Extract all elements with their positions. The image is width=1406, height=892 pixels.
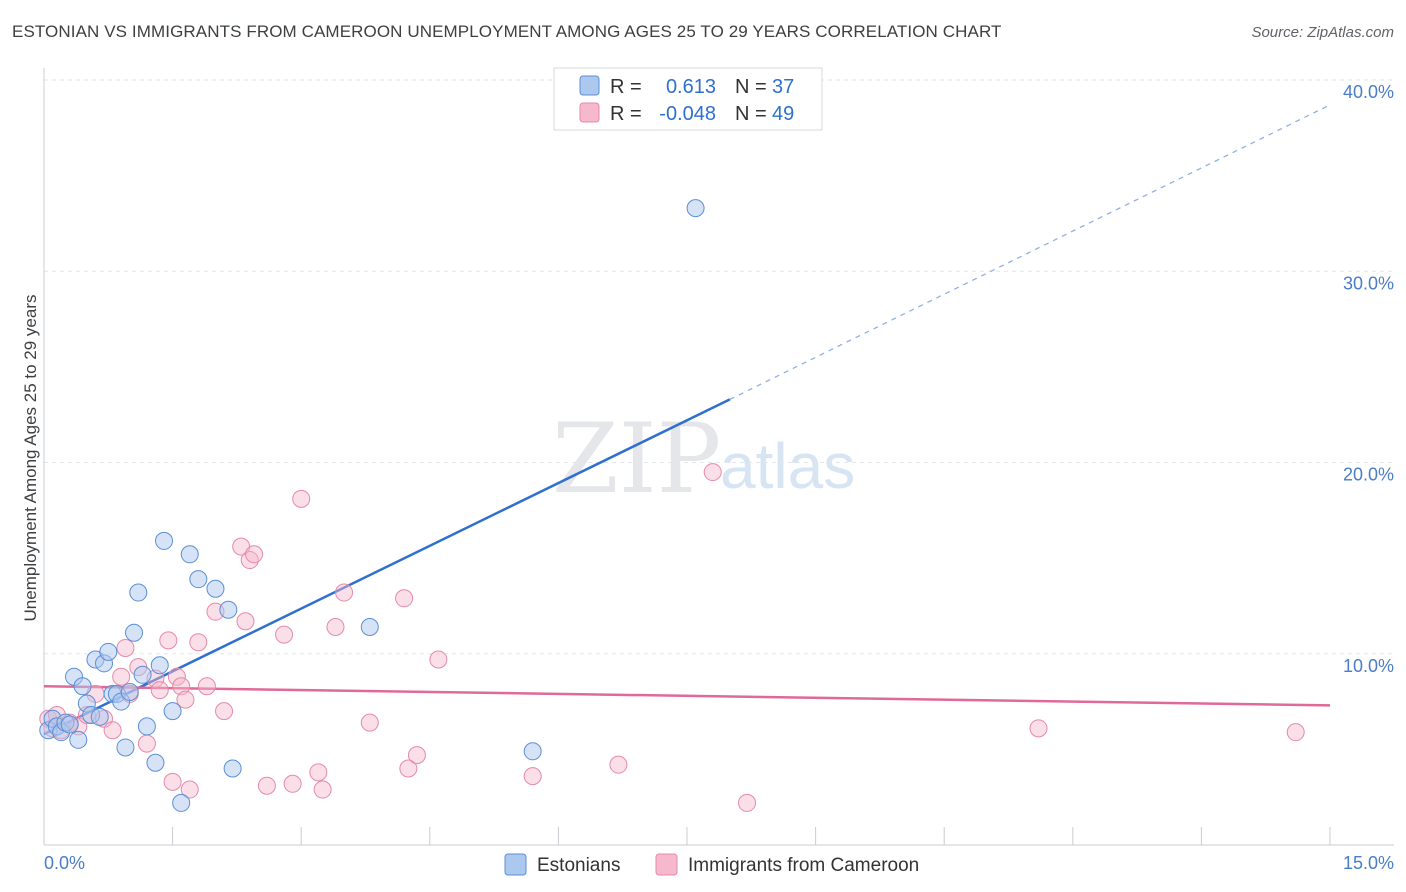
legend-swatch-estonians [579,75,600,96]
estonian-point [137,717,156,736]
estonian-point [99,642,118,661]
estonian-point [189,570,208,589]
estonian-point [686,199,705,218]
cameroon-point [116,639,135,658]
legend-r-value-2: -0.048 [659,103,716,125]
estonian-point [206,579,225,598]
estonian-point [155,531,174,550]
cameroon-point [360,713,379,732]
estonians-trend-line [43,398,731,736]
cameroon-point [1029,719,1048,738]
estonian-point [125,623,144,642]
cameroon-point [197,677,216,696]
y-tick-labels: 10.0% 20.0% 30.0% 40.0% [1343,82,1394,676]
estonian-point [180,545,199,564]
bottom-legend-cameroon: Immigrants from Cameroon [688,855,919,876]
watermark-zip: ZIP [552,403,721,515]
watermark-atlas: atlas [720,430,855,502]
legend-r-label-2: R = [610,103,642,125]
cameroon-point [283,774,302,793]
cameroon-point [215,702,234,721]
estonians-trend-extension [729,104,1331,400]
cameroon-point [395,589,414,608]
cameroon-point [275,625,294,644]
estonian-point [120,683,139,701]
cameroon-point [163,772,182,791]
estonian-point [129,583,148,602]
estonian-point [523,742,542,761]
legend-r-label-1: R = [610,76,642,98]
cameroon-point [609,755,628,774]
legend-n-label-1: N = [735,76,767,98]
estonian-point [172,793,191,812]
y-tick-label: 20.0% [1343,465,1394,485]
estonian-point [219,600,238,619]
cameroon-point [172,677,191,696]
legend-r-value-1: 0.613 [666,76,716,98]
cameroon-point [257,776,276,795]
estonian-points [39,199,705,812]
legend-n-label-2: N = [735,103,767,125]
estonian-point [223,759,242,778]
y-tick-label: 30.0% [1343,273,1394,293]
estonian-point [116,738,135,757]
cameroon-point [180,780,199,799]
cameroon-trend-line [43,685,1331,707]
cameroon-point [738,793,757,812]
cameroon-points [39,463,1305,812]
estonian-point [150,656,169,675]
cameroon-point [137,734,156,753]
cameroon-point [429,650,448,669]
bottom-legend-estonians: Estonians [537,855,620,876]
cameroon-point [1286,723,1305,742]
trend-lines [43,104,1331,736]
cameroon-point [189,633,208,652]
estonian-point [60,715,79,734]
cameroon-point [407,746,426,765]
cameroon-point [399,759,418,778]
cameroon-point [159,631,178,650]
cameroon-point [176,690,195,709]
estonian-point [163,702,182,721]
estonian-point [73,677,92,696]
bottom-legend-swatch-cameroon [655,853,678,876]
estonian-point [90,707,109,726]
estonian-point [133,665,152,684]
watermark: ZIP atlas [552,403,855,515]
cameroon-point [703,463,722,482]
cameroon-point [313,780,332,799]
estonian-point [69,730,88,749]
cameroon-point [112,667,131,686]
y-tick-label: 40.0% [1343,82,1394,102]
source-label: Source: ZipAtlas.com [1251,24,1394,41]
cameroon-point [326,617,345,636]
legend-n-value-1: 37 [772,76,794,98]
axes [43,68,1394,846]
x-tick-label-max: 15.0% [1343,853,1394,873]
estonian-point [360,617,379,636]
cameroon-point [309,763,328,782]
cameroon-point [103,721,122,740]
cameroon-point [292,489,311,508]
legend-n-value-2: 49 [772,103,794,125]
cameroon-point [150,681,169,700]
cameroon-point [236,612,255,631]
y-tick-label: 10.0% [1343,656,1394,676]
estonian-point [146,753,165,772]
cameroon-point [335,583,354,602]
legend-swatch-cameroon [579,102,600,123]
bottom-legend-swatch-estonians [504,853,527,876]
x-tick-label-min: 0.0% [44,853,85,873]
correlation-legend: R = 0.613 N = 37 R = -0.048 N = 49 [553,67,823,131]
y-axis-label: Unemployment Among Ages 25 to 29 years [21,295,40,622]
cameroon-point [245,545,264,564]
cameroon-point [523,767,542,786]
chart-title: ESTONIAN VS IMMIGRANTS FROM CAMEROON UNE… [12,22,1002,41]
cameroon-point [167,667,186,686]
series-legend: Estonians Immigrants from Cameroon [504,853,919,876]
